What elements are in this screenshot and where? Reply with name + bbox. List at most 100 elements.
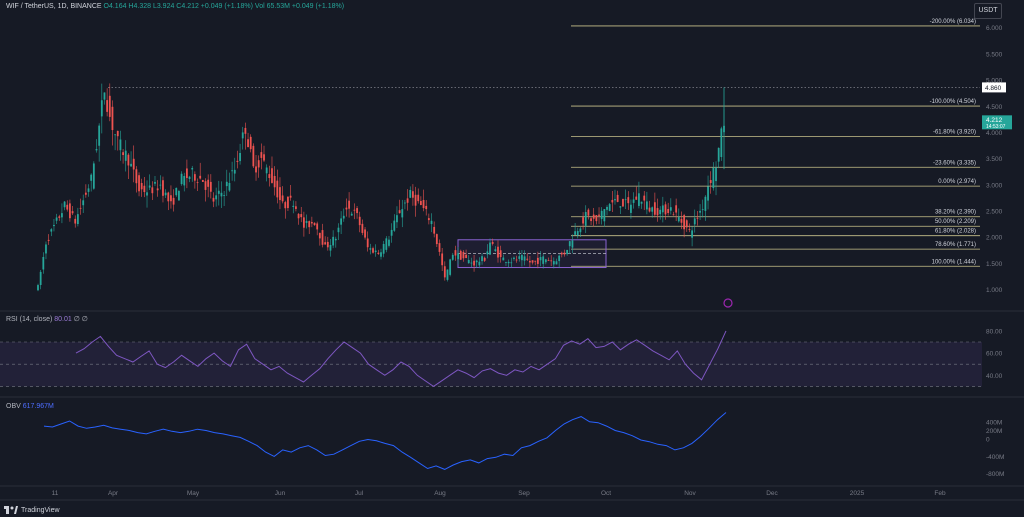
candle-body (507, 261, 510, 264)
candle-body (693, 218, 696, 225)
candle-body (164, 192, 167, 196)
candle-body (76, 214, 79, 225)
candle-body (207, 179, 210, 187)
candle-body (412, 191, 414, 198)
candle-body (37, 285, 39, 291)
candle-body (151, 187, 154, 194)
price-tick-label: 1.000 (986, 287, 1003, 294)
candle-body (209, 181, 212, 192)
candle-body (71, 211, 74, 214)
candle-body (683, 215, 686, 230)
symbol-label[interactable]: WIF / TetherUS, 1D, BINANCE (6, 3, 102, 10)
candle-body (308, 221, 311, 228)
candle-body (470, 262, 473, 264)
obv-tick-label: 400M (986, 419, 1002, 426)
tradingview-logo[interactable]: TradingView (4, 506, 60, 514)
candle-body (672, 214, 675, 216)
candle-body (249, 136, 252, 150)
candle-body (638, 193, 640, 206)
candle-body (513, 257, 515, 259)
candle-body (608, 204, 611, 211)
candle-body (231, 170, 234, 172)
candle-body (167, 192, 170, 202)
candle-body (66, 204, 69, 210)
candle-body (534, 260, 537, 262)
time-tick-label: Apr (108, 490, 119, 497)
candle-body (284, 202, 287, 209)
candle-body (547, 260, 550, 261)
candle-body (627, 197, 630, 204)
candle-body (350, 213, 353, 216)
candle-body (374, 250, 377, 253)
candle-body (180, 173, 183, 185)
candle-body (592, 214, 595, 219)
candle-body (656, 208, 659, 216)
price-tick-label: 6.000 (986, 25, 1003, 32)
candle-body (430, 220, 433, 225)
time-tick-label: Feb (934, 490, 946, 497)
candle-body (55, 217, 58, 221)
candle-body (279, 187, 281, 201)
candle-body (175, 187, 178, 196)
obv-tick-label: -400M (986, 454, 1004, 461)
candle-body (143, 185, 146, 193)
time-tick-label: Aug (434, 490, 446, 497)
candle-body (576, 231, 579, 236)
candle-body (79, 207, 82, 209)
candle-body (334, 238, 337, 241)
candle-body (454, 250, 457, 256)
candle-body (606, 206, 608, 210)
candle-body (574, 231, 577, 235)
candle-body (449, 259, 452, 275)
candle-body (193, 174, 196, 181)
candle-body (680, 218, 683, 223)
candle-body (100, 100, 103, 117)
time-tick-label: 2025 (850, 490, 865, 497)
candle-body (114, 134, 117, 136)
candle-body (326, 241, 329, 248)
candle-body (119, 139, 122, 151)
candle-body (53, 224, 55, 227)
candle-body (84, 192, 87, 195)
candle-body (707, 186, 709, 201)
candle-body (220, 192, 223, 197)
candle-body (544, 259, 547, 263)
candle-body (332, 236, 335, 246)
time-tick-label: Jun (275, 490, 286, 497)
fib-level-label: 61.80% (2.028) (935, 229, 976, 235)
candle-body (558, 255, 561, 262)
candle-body (419, 201, 422, 206)
candle-body (199, 175, 202, 179)
candle-body (204, 181, 207, 190)
candle-body (398, 210, 401, 214)
candle-body (345, 207, 348, 210)
rsi-legend[interactable]: RSI (14, close) 80.01 ∅ ∅ (6, 315, 88, 323)
candle-body (669, 207, 672, 211)
candle-body (446, 269, 449, 280)
candle-body (382, 243, 385, 254)
candle-body (715, 167, 717, 182)
candle-body (305, 221, 308, 223)
candle-body (630, 204, 632, 213)
candle-body (451, 254, 454, 260)
candle-body (422, 199, 425, 209)
candle-body (550, 260, 553, 262)
candle-body (433, 226, 436, 234)
candle-body (645, 201, 648, 210)
fib-level-label: 78.60% (1.771) (935, 242, 976, 248)
candle-body (353, 209, 356, 211)
rsi-tick-label: 80.00 (986, 328, 1003, 335)
price-tick-label: 1.500 (986, 261, 1003, 268)
last-price-label: 4.212 (986, 117, 1003, 124)
candle-body (664, 204, 667, 215)
currency-label[interactable]: USDT (974, 3, 1002, 19)
candle-body (600, 210, 603, 220)
candle-body (675, 205, 678, 213)
candle-body (584, 212, 587, 226)
time-tick-label: Dec (766, 490, 778, 497)
fib-level-label: 50.00% (2.209) (935, 219, 976, 225)
candle-body (709, 180, 712, 184)
obv-legend[interactable]: OBV 617.967M (6, 403, 54, 410)
candle-body (377, 252, 380, 254)
